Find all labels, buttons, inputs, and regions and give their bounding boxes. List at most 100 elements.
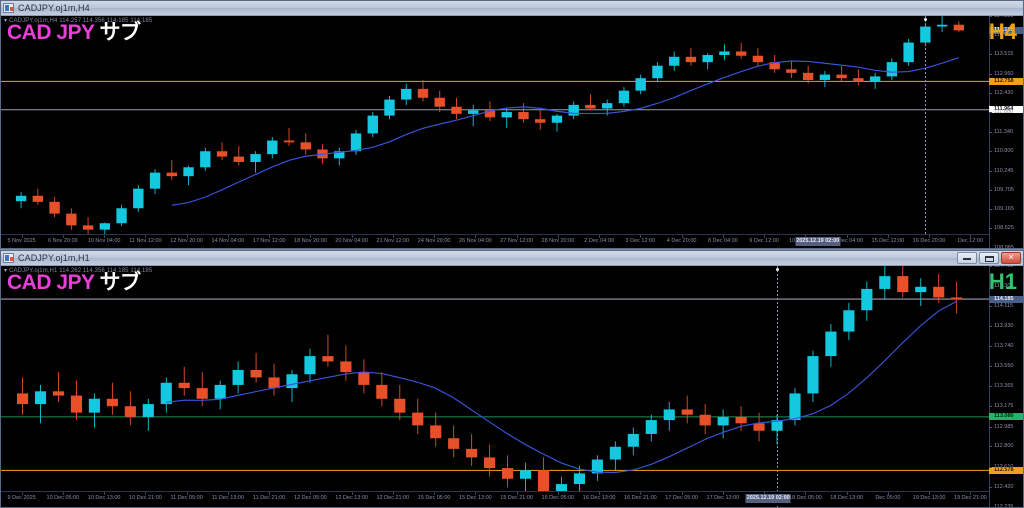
price-tick: 113.740 [989, 343, 1023, 350]
time-tick-label: 11 Dec 13:00 [211, 495, 245, 501]
crosshair-handle[interactable] [924, 18, 928, 21]
time-tick-label: 21 Nov 12:00 [376, 238, 410, 244]
candle-body [501, 112, 512, 118]
chart-window-h4[interactable]: CADJPY.oj1m,H4 ▾ CADJPY.oj1m,H4 114.257 1… [0, 0, 1024, 249]
candle-body [853, 78, 864, 82]
candle-body [879, 276, 891, 289]
candle-body [367, 115, 378, 134]
titlebar-h1[interactable]: CADJPY.oj1m,H1 ✕ [1, 251, 1023, 266]
time-tick-mark [640, 235, 642, 238]
time-tick-label: 10 Dec 05:00 [46, 495, 80, 501]
price-tick: 113.515 [989, 51, 1023, 58]
candle-body [160, 382, 172, 405]
watermark-pair-h4: CAD JPY [7, 21, 95, 44]
crosshair-handle[interactable] [776, 268, 780, 271]
candle-body [484, 457, 496, 469]
time-tick-mark [21, 492, 23, 495]
time-tick-mark [475, 235, 477, 238]
time-tick-mark [887, 492, 889, 495]
time-tick-label: 26 Nov 04:00 [459, 238, 492, 244]
chart-canvas-h1[interactable]: ▾ CADJPY.oj1m,H1 114.262 114.356 114.185 … [1, 266, 1023, 507]
candle-body [142, 404, 154, 417]
price-tick: 110.245 [989, 168, 1023, 175]
candle-body [34, 391, 47, 405]
candle-body [286, 374, 298, 389]
candle-body [16, 393, 29, 405]
ohlc-readout-h4: ▾ CADJPY.oj1m,H4 114.257 114.356 114.185 … [4, 17, 152, 24]
time-tick-label: 14 Nov 04:00 [211, 238, 245, 244]
chart-window-h1[interactable]: CADJPY.oj1m,H1 ✕ ▾ CADJPY.oj1m,H1 114.262… [0, 250, 1024, 508]
time-tick-mark [846, 235, 848, 238]
time-tick-mark [227, 235, 229, 238]
candle-body [178, 382, 190, 389]
time-tick-label: 6 Nov 20:00 [48, 238, 78, 244]
timeframe-label-h1: H1 [988, 269, 1017, 294]
candle-body [861, 288, 873, 311]
minimize-button[interactable] [957, 252, 977, 264]
chart-icon [3, 253, 14, 263]
plot-area-h4[interactable] [1, 16, 989, 248]
titlebar-h4[interactable]: CADJPY.oj1m,H4 [1, 1, 1023, 16]
time-tick-mark [186, 492, 188, 495]
candle-body [82, 225, 94, 230]
current-time-label: 2025.12.19 02:00 [795, 237, 841, 246]
candle-body [555, 484, 568, 492]
candle-body [15, 195, 27, 202]
candle-body [802, 72, 814, 80]
price-tick: 112.758 [989, 77, 1023, 85]
price-tick: 114.185 [989, 27, 1023, 35]
crosshair-vertical-line [925, 16, 927, 248]
candle-body [304, 356, 316, 375]
price-tick: 108.625 [989, 225, 1023, 232]
time-tick-mark [351, 235, 353, 238]
candle-body [106, 398, 118, 407]
candle-body [699, 414, 711, 426]
moving-average-line [171, 57, 960, 206]
collapse-arrow-icon[interactable]: ▾ [4, 268, 8, 274]
maximize-button[interactable] [979, 252, 999, 264]
time-axis-h1[interactable]: 9 Dec 2025 10 Dec 05:00 10 Dec 13:00 10 Dec… [1, 491, 989, 505]
candle-body [951, 297, 963, 300]
time-tick-mark [599, 235, 601, 238]
ohlc-readout-h1: ▾ CADJPY.oj1m,H1 114.262 114.356 114.185 … [4, 267, 152, 274]
candle-body [735, 51, 747, 56]
collapse-arrow-icon[interactable]: ▾ [4, 18, 8, 24]
time-tick-mark [929, 492, 931, 495]
candle-body [401, 88, 412, 100]
candle-body [466, 448, 478, 458]
chart-canvas-h4[interactable]: ▾ CADJPY.oj1m,H4 114.257 114.356 114.185 … [1, 16, 1023, 248]
time-tick-mark [227, 492, 229, 495]
candle-body [903, 42, 914, 63]
candle-body [573, 473, 585, 485]
candle-body [685, 56, 697, 63]
close-button[interactable]: ✕ [1001, 252, 1021, 264]
time-tick-label: 18 Nov 20:00 [294, 238, 327, 244]
candle-body [915, 286, 927, 293]
window-separator [0, 249, 1024, 250]
candle-body [412, 412, 424, 426]
candle-body [267, 140, 278, 155]
candle-body [216, 151, 228, 157]
time-axis-h4[interactable]: 5 Nov 2025 6 Nov 20:00 10 Nov 04:00 11 Nov … [1, 234, 989, 248]
candle-body [124, 406, 136, 417]
time-tick-mark [351, 492, 353, 495]
candle-body [268, 377, 280, 389]
price-tick: 114.055 [989, 32, 1023, 39]
candle-body [149, 172, 161, 189]
candle-body [300, 142, 311, 150]
candle-body [49, 201, 60, 214]
window-title-h4: CADJPY.oj1m,H4 [18, 2, 90, 13]
chart-icon [3, 3, 14, 13]
candlestick-series-h1 [1, 266, 989, 506]
plot-area-h1[interactable] [1, 266, 989, 507]
price-tick: 114.185 [989, 295, 1023, 303]
candle-body [752, 55, 764, 63]
time-tick-label: 9 Dec 2025 [7, 495, 36, 501]
time-tick-mark [764, 235, 766, 238]
time-tick-label: 18 Dec 05:00 [789, 495, 822, 501]
time-tick-label: 10 Nov 04:00 [87, 238, 121, 244]
candle-body [116, 208, 127, 224]
candle-body [250, 369, 262, 378]
